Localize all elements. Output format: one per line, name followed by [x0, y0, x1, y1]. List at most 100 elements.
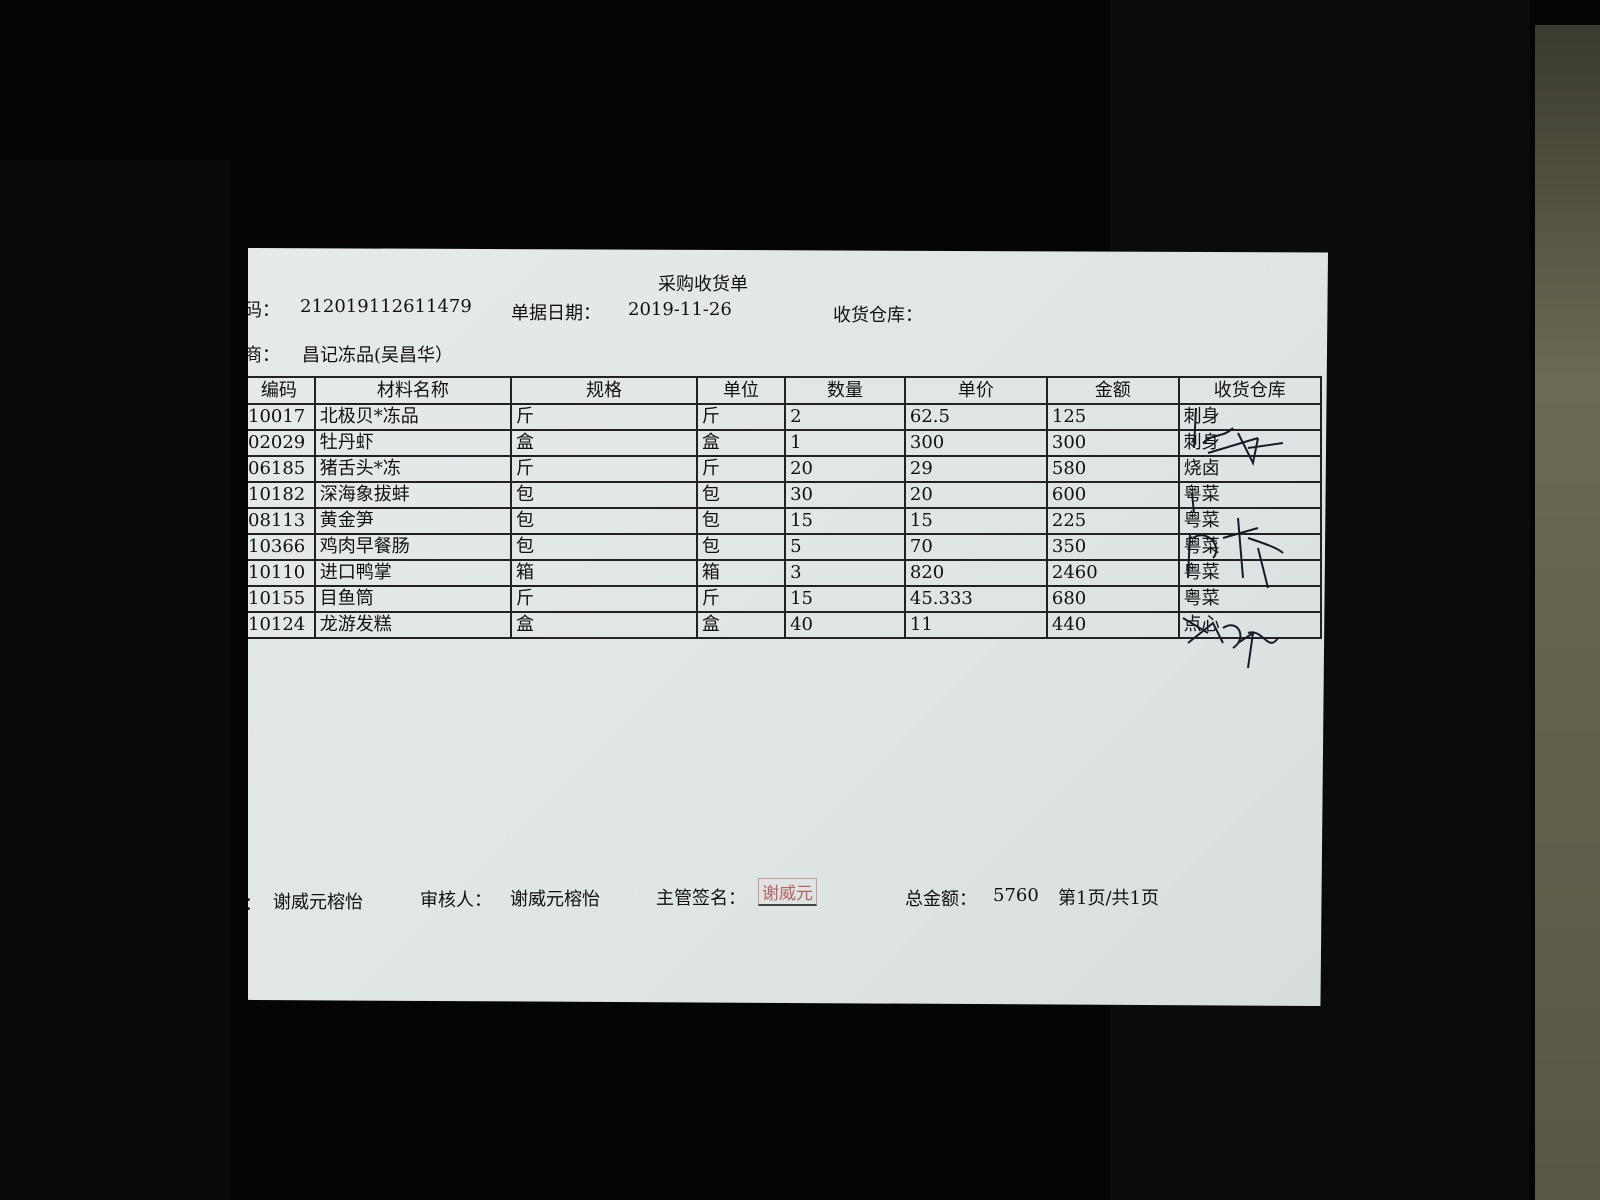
table-cell: 70 [903, 533, 1048, 561]
table-cell: 箱 [695, 559, 787, 587]
table-cell: 2460 [1045, 559, 1180, 587]
column-header: 金额 [1045, 376, 1180, 405]
table-cell: 包 [510, 507, 698, 535]
table-row: 02029 牡丹虾盒盒 1 300 300 刺身 [248, 429, 1323, 457]
document-title: 采购收货单 [658, 274, 748, 295]
table-cell: 斤 [695, 403, 787, 431]
table-cell: 820 [903, 559, 1048, 587]
table-cell: 斤 [510, 585, 698, 613]
table-cell: 1 [784, 429, 906, 457]
table-cell: 10017 [248, 403, 316, 431]
table-cell: 刺身 [1177, 403, 1323, 431]
table-cell: 包 [510, 533, 698, 561]
table-cell: 02029 [248, 429, 316, 457]
table-cell: 15 [903, 507, 1048, 535]
table-row: 10182 深海象拔蚌包包 30 20 600 粤菜 [248, 481, 1323, 509]
total-amount: 5760 [993, 885, 1039, 906]
table-cell: 包 [510, 481, 698, 509]
table-cell: 225 [1045, 507, 1180, 535]
table-cell: 40 [784, 611, 906, 639]
table-cell: 06185 [248, 455, 316, 483]
table-cell: 20 [784, 455, 906, 483]
reviewer-name: 谢威元榕怡 [510, 889, 600, 910]
table-cell: 10110 [248, 559, 316, 587]
table-row: 10366 鸡肉早餐肠包包 5 70 350 粤菜 [248, 533, 1323, 561]
background-edge [1535, 25, 1600, 1200]
table-cell: 62.5 [903, 403, 1048, 431]
table-cell: 15 [784, 507, 906, 535]
table-cell: 08113 [248, 507, 316, 535]
background-device [0, 160, 230, 1200]
table-cell: 2 [784, 403, 906, 431]
table-cell: 粤菜 [1177, 507, 1323, 535]
table-cell: 刺身 [1177, 429, 1323, 457]
table-cell: 目鱼筒 [313, 585, 513, 613]
table-cell: 牡丹虾 [313, 429, 513, 457]
table-cell: 29 [903, 455, 1048, 483]
table-row: 06185 猪舌头*冻斤斤 20 29 580 烧卤 [248, 455, 1323, 483]
table-cell: 5 [784, 533, 906, 561]
table-cell: 北极贝*冻品 [313, 403, 513, 431]
table-row: 08113 黄金笋包包 15 15 225 粤菜 [248, 507, 1323, 535]
maker-name: 谢威元榕怡 [273, 892, 363, 913]
table-cell: 680 [1045, 585, 1180, 613]
table-cell: 粤菜 [1177, 481, 1323, 509]
table-cell: 10124 [248, 611, 316, 639]
supervisor-stamp: 谢威元 [758, 878, 817, 906]
receipt-paper: 采购收货单 码： 212019112611479 单据日期： 2019-11-2… [248, 248, 1328, 1006]
supplier: 昌记冻品(吴昌华） [302, 345, 454, 366]
table-cell: 30 [784, 481, 906, 509]
table-cell: 盒 [695, 429, 787, 457]
table-row: 10155 目鱼筒斤斤 15 45.333 680 粤菜 [248, 585, 1323, 613]
table-cell: 440 [1045, 611, 1180, 639]
items-table: 编码 材料名称 规格 单位 数量 单价 金额 收货仓库 10017 北极贝*冻品斤斤 2 62.5 1… [248, 376, 1323, 639]
table-cell: 粤菜 [1177, 585, 1323, 613]
table-cell: 深海象拔蚌 [313, 481, 513, 509]
table-cell: 3 [784, 559, 906, 587]
column-header: 单价 [903, 376, 1048, 405]
supervisor-label: 主管签名： [656, 888, 746, 909]
table-cell: 包 [695, 481, 787, 509]
table-cell: 盒 [510, 429, 698, 457]
doc-no: 212019112611479 [300, 296, 472, 317]
table-cell: 盒 [510, 611, 698, 639]
table-cell: 350 [1045, 533, 1180, 561]
column-header: 单位 [695, 376, 787, 405]
table-cell: 黄金笋 [313, 507, 513, 535]
table-cell: 11 [903, 611, 1048, 639]
table-cell: 猪舌头*冻 [313, 455, 513, 483]
table-cell: 点心 [1177, 611, 1323, 639]
table-cell: 盒 [695, 611, 787, 639]
date: 2019-11-26 [628, 299, 732, 320]
table-cell: 斤 [510, 403, 698, 431]
column-header: 数量 [784, 376, 906, 405]
table-cell: 粤菜 [1177, 559, 1323, 587]
table-cell: 15 [784, 585, 906, 613]
table-cell: 进口鸭掌 [313, 559, 513, 587]
table-cell: 300 [1045, 429, 1180, 457]
column-header: 规格 [510, 376, 698, 405]
table-row: 10017 北极贝*冻品斤斤 2 62.5 125 刺身 [248, 403, 1323, 431]
table-cell: 包 [695, 507, 787, 535]
table-cell: 斤 [695, 585, 787, 613]
table-cell: 龙游发糕 [313, 611, 513, 639]
warehouse-label: 收货仓库： [833, 305, 923, 326]
table-cell: 600 [1045, 481, 1180, 509]
doc-no-label: 码： [244, 300, 280, 321]
table-cell: 20 [903, 481, 1048, 509]
table-cell: 125 [1045, 403, 1180, 431]
table-cell: 包 [695, 533, 787, 561]
table-cell: 10155 [248, 585, 316, 613]
page-indicator: 第1页/共1页 [1058, 888, 1159, 909]
column-header: 材料名称 [313, 376, 513, 405]
table-cell: 烧卤 [1177, 455, 1323, 483]
column-header: 编码 [248, 376, 316, 405]
table-cell: 10366 [248, 533, 316, 561]
table-cell: 580 [1045, 455, 1180, 483]
table-cell: 斤 [510, 455, 698, 483]
column-header: 收货仓库 [1177, 376, 1323, 405]
date-label: 单据日期： [511, 303, 601, 324]
supplier-label: 商： [244, 345, 280, 366]
table-cell: 箱 [510, 559, 698, 587]
table-cell: 10182 [248, 481, 316, 509]
